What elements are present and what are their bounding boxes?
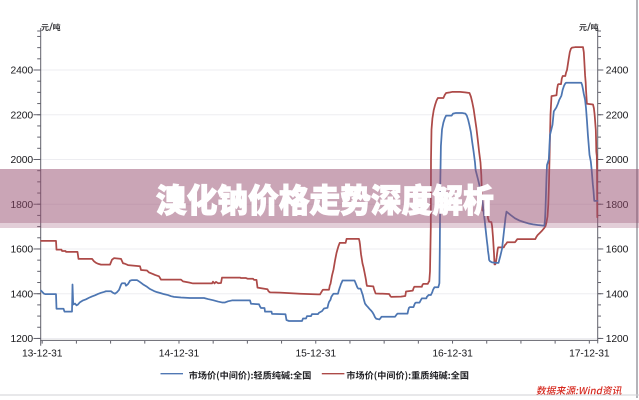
svg-text:1200: 1200 [10, 334, 33, 345]
svg-text:2400: 2400 [10, 66, 33, 77]
svg-text:1600: 1600 [10, 245, 33, 256]
svg-text:15-12-31: 15-12-31 [296, 348, 337, 359]
svg-text:16-12-31: 16-12-31 [432, 348, 473, 359]
svg-text:14-12-31: 14-12-31 [159, 348, 200, 359]
svg-text:2200: 2200 [10, 110, 33, 121]
svg-text:2400: 2400 [606, 66, 629, 77]
svg-text:17-12-31: 17-12-31 [569, 348, 610, 359]
svg-text:1400: 1400 [606, 289, 629, 300]
svg-text:2000: 2000 [606, 155, 629, 166]
svg-text:2000: 2000 [10, 155, 33, 166]
svg-text:13-12-31: 13-12-31 [22, 348, 63, 359]
svg-text:1600: 1600 [606, 245, 629, 256]
svg-text:2200: 2200 [606, 110, 629, 121]
svg-text:1400: 1400 [10, 289, 33, 300]
svg-text:1200: 1200 [606, 334, 629, 345]
